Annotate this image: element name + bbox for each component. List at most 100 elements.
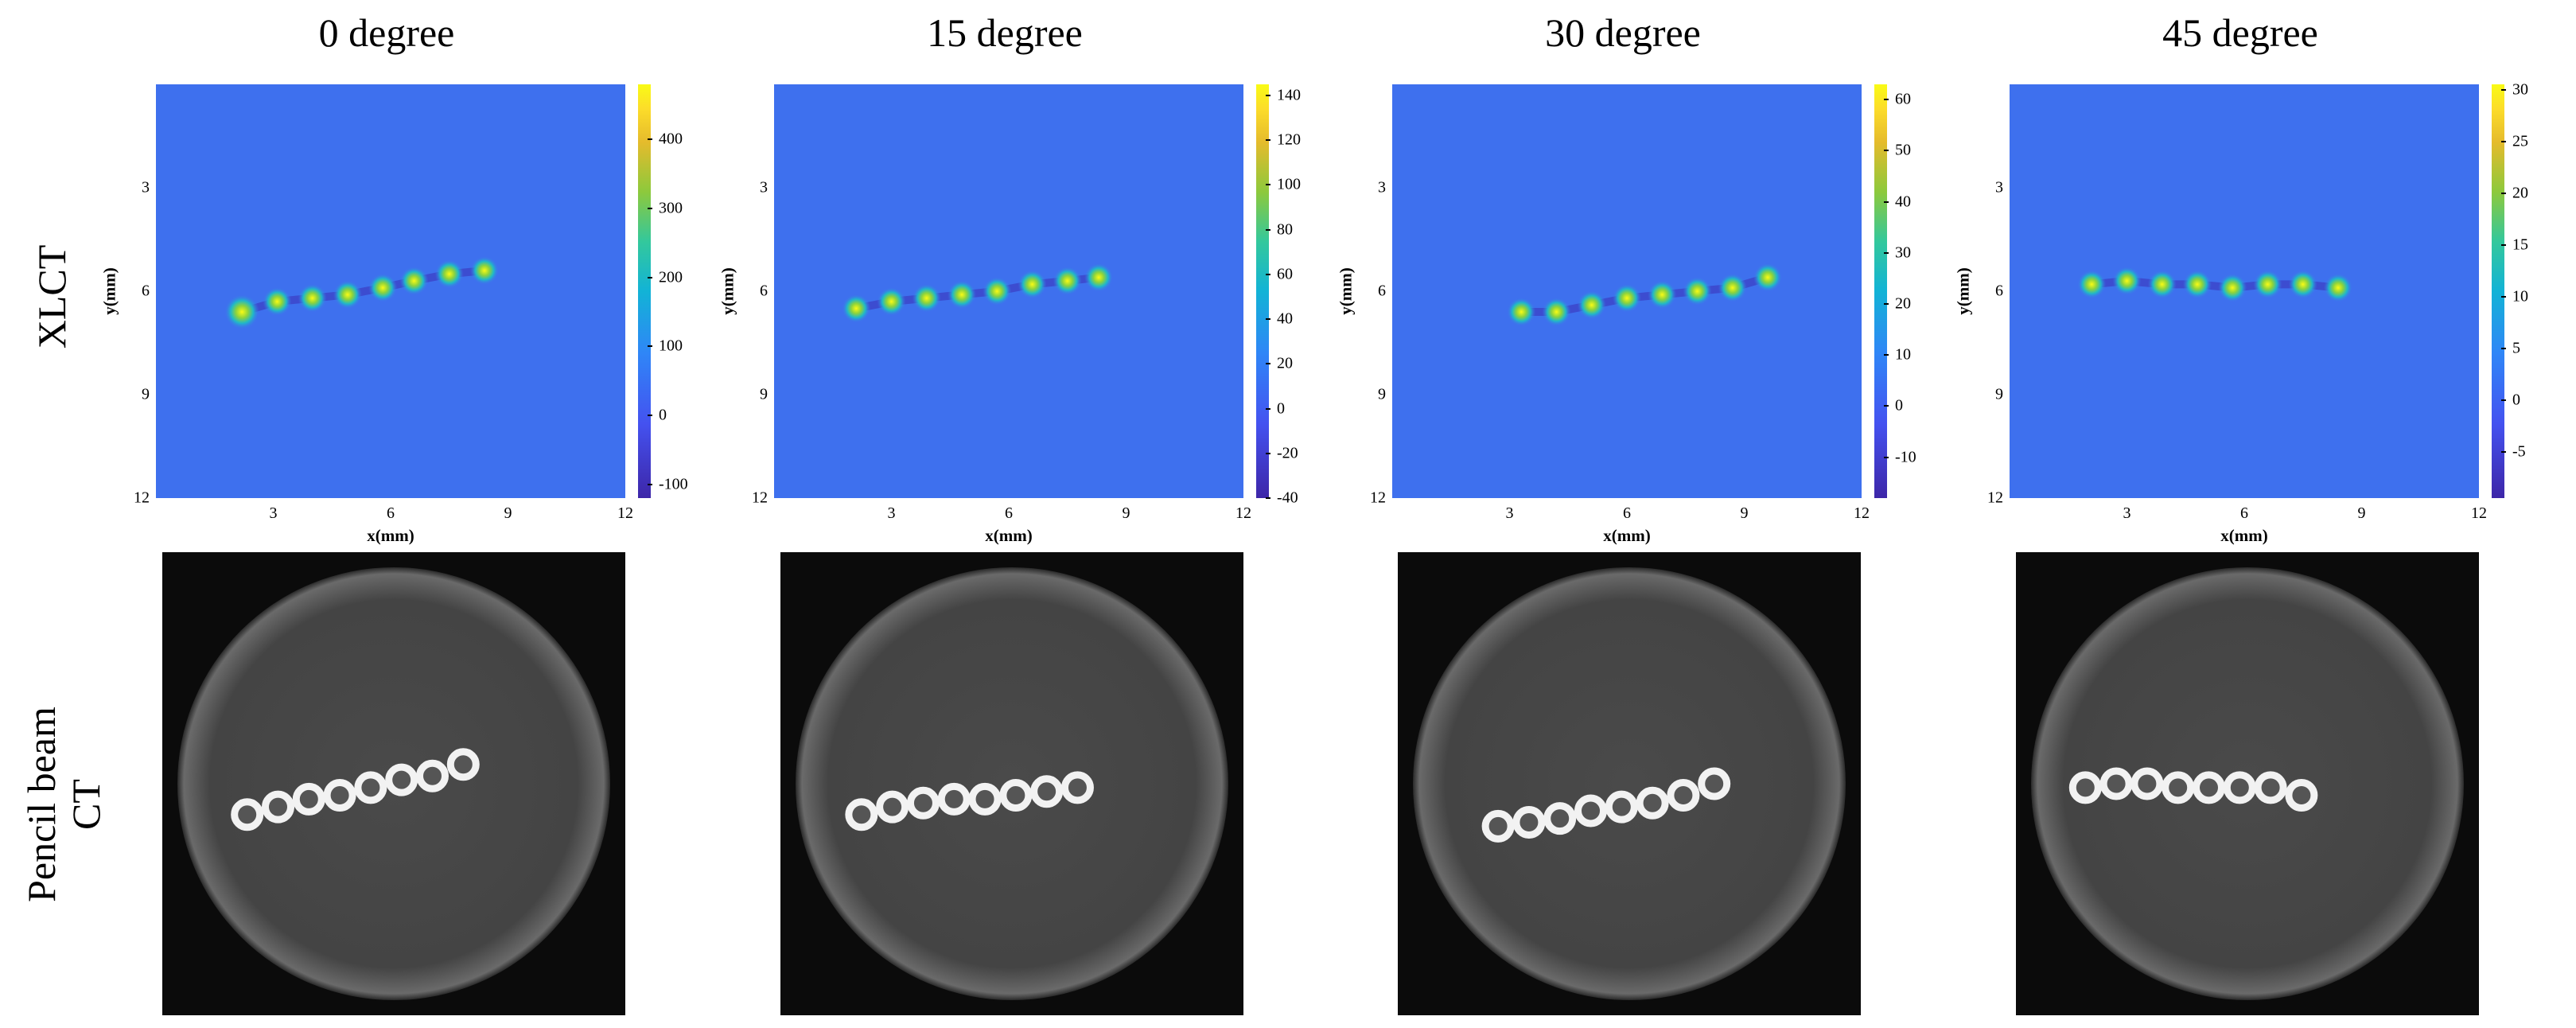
target-ring — [2193, 771, 2225, 804]
colorbar-tick-mark — [1266, 452, 1270, 454]
ct-image-svg — [177, 567, 610, 1000]
colorbar-tick-mark — [1266, 95, 1270, 97]
column-title-0: 0 degree — [318, 10, 455, 55]
target-spot — [368, 273, 398, 302]
y-tick-label: 3 — [142, 178, 150, 197]
target-ring — [1543, 802, 1577, 835]
target-spot — [333, 280, 362, 310]
target-spot — [1018, 270, 1047, 299]
y-tick-label: 6 — [1995, 282, 2003, 300]
x-tick-label: 12 — [617, 504, 633, 522]
xlct-image-svg — [224, 256, 499, 329]
x-axis-label: x(mm) — [367, 526, 414, 545]
target-ring — [354, 771, 387, 804]
colorbar-tick-mark — [1266, 184, 1270, 186]
target-spot — [1648, 280, 1677, 310]
target-spot — [1084, 263, 1114, 292]
target-ring — [1574, 794, 1607, 827]
x-axis-label: x(mm) — [985, 526, 1033, 545]
target-spot — [1753, 263, 1782, 292]
target-spot — [912, 283, 941, 313]
y-tick-label: 9 — [1995, 385, 2003, 403]
target-ring — [2162, 771, 2195, 804]
colorbar-tick-mark — [648, 415, 652, 416]
colorbar-tick-mark — [648, 138, 652, 141]
colorbar-tick-label: 10 — [2512, 287, 2528, 305]
colorbar-tick-mark — [2501, 295, 2506, 298]
colorbar-tick-mark — [1266, 407, 1270, 410]
x-axis-label: x(mm) — [2220, 526, 2268, 545]
colorbar — [638, 84, 651, 498]
target-ring — [446, 748, 480, 781]
target-ring — [937, 782, 971, 816]
x-tick-label: 6 — [387, 504, 395, 522]
target-ring — [876, 790, 909, 824]
target-ring — [323, 779, 356, 812]
colorbar-tick-label: 140 — [1277, 86, 1301, 104]
target-spot — [2077, 270, 2107, 299]
colorbar-tick-mark — [2501, 88, 2506, 91]
colorbar-tick-label: 300 — [659, 199, 683, 217]
colorbar-tick-label: 100 — [1277, 175, 1301, 193]
colorbar-tick-mark — [1884, 405, 1889, 407]
colorbar-tick-mark — [1266, 228, 1270, 231]
y-tick-label: 3 — [760, 178, 768, 197]
colorbar-tick-mark — [1884, 303, 1889, 306]
target-spot — [842, 294, 871, 323]
target-ring — [999, 779, 1033, 812]
y-tick-label: 12 — [1370, 489, 1386, 507]
xlct-image — [156, 84, 625, 498]
y-tick-label: 12 — [1987, 489, 2003, 507]
y-tick-label: 12 — [752, 489, 768, 507]
target-spot — [2218, 273, 2247, 302]
target-spot — [2253, 270, 2282, 299]
colorbar-tick-label: 100 — [659, 337, 683, 355]
ct-panel-1 — [780, 552, 1243, 1015]
column-title-45: 45 degree — [2162, 10, 2318, 55]
colorbar-tick-label: -40 — [1277, 489, 1298, 507]
colorbar-tick-label: 40 — [1277, 310, 1293, 328]
colorbar-tick-label: 10 — [1895, 345, 1911, 364]
row-label-ct-line2: CT — [64, 779, 108, 830]
colorbar-tick-mark — [648, 208, 652, 209]
target-spot — [263, 287, 292, 316]
x-tick-label: 3 — [1505, 504, 1514, 522]
y-tick-label: 6 — [760, 282, 768, 300]
row-label-ct-line1: Pencil beam — [19, 707, 64, 902]
target-spot — [2324, 273, 2352, 302]
colorbar-tick-label: 60 — [1895, 90, 1911, 108]
colorbar-tick-label: 0 — [1277, 399, 1285, 418]
colorbar-tick-label: 20 — [1277, 354, 1293, 372]
target-ring — [2130, 767, 2164, 800]
colorbar-tick-mark — [2501, 140, 2506, 142]
colorbar-tick-label: 50 — [1895, 141, 1911, 159]
colorbar-tick-mark — [648, 345, 652, 348]
target-spot — [2147, 270, 2177, 299]
y-axis-label: y(mm) — [99, 267, 119, 315]
y-axis-label: y(mm) — [718, 267, 737, 315]
y-tick-label: 3 — [1995, 178, 2003, 197]
target-ring — [385, 763, 418, 796]
colorbar-tick-label: 0 — [659, 406, 667, 424]
x-tick-label: 6 — [2240, 504, 2248, 522]
target-ring — [1030, 775, 1064, 808]
colorbar-tick-mark — [1266, 139, 1270, 142]
colorbar-tick-label: 400 — [659, 130, 683, 148]
target-ring — [416, 759, 449, 792]
colorbar-tick-label: 5 — [2512, 339, 2520, 356]
colorbar-tick-mark — [2501, 192, 2506, 194]
x-tick-label: 9 — [1740, 504, 1749, 522]
target-ring — [2254, 771, 2287, 804]
target-ring — [262, 790, 294, 824]
target-ring — [231, 798, 264, 831]
target-spot — [470, 256, 499, 285]
ct-image-svg — [2031, 567, 2464, 1000]
target-ring — [1636, 786, 1669, 820]
target-ring — [2099, 767, 2133, 800]
target-spot — [1577, 290, 1606, 320]
colorbar — [1874, 84, 1887, 498]
xlct-image — [774, 84, 1243, 498]
target-ring — [1481, 809, 1515, 843]
colorbar-tick-label: 120 — [1277, 130, 1301, 149]
x-tick-label: 12 — [2471, 504, 2487, 522]
